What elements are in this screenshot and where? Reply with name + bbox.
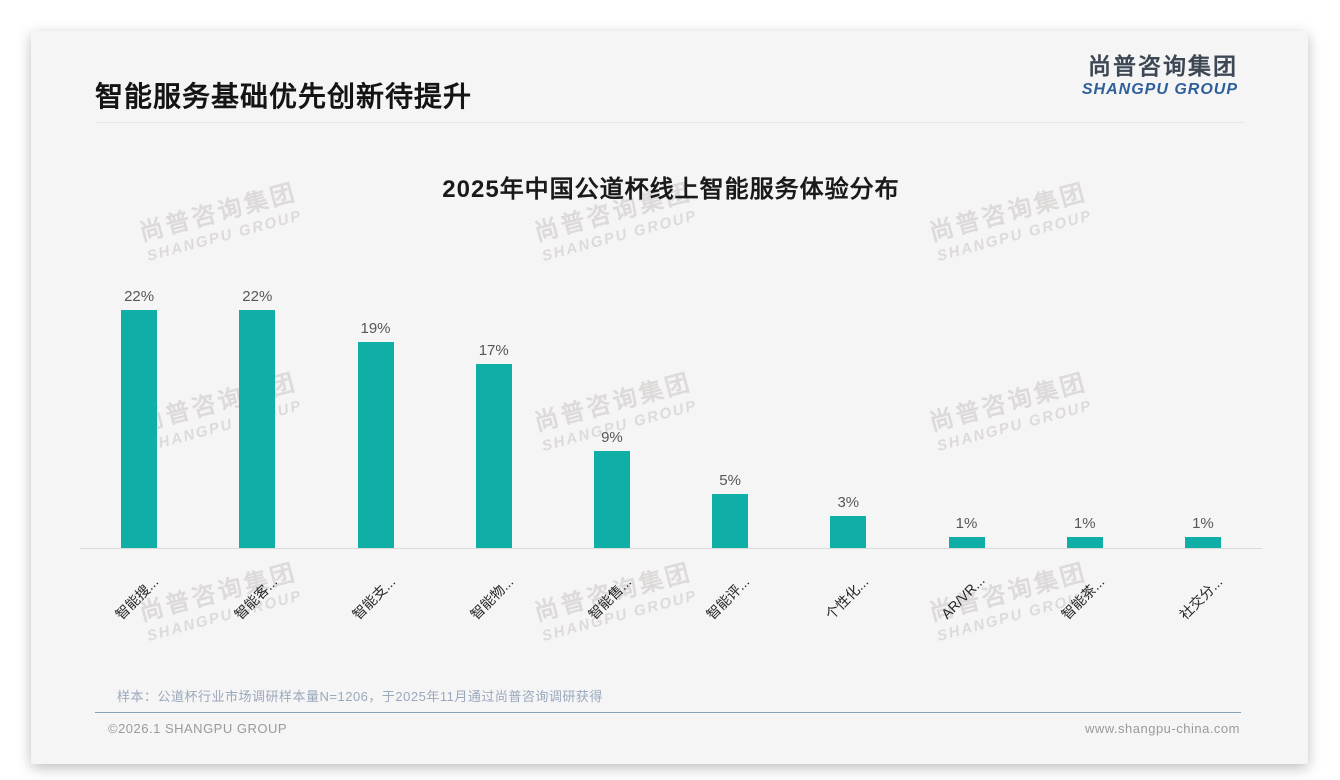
bar bbox=[712, 493, 749, 548]
x-axis-label: 智能搜... bbox=[112, 573, 162, 623]
watermark: 尚普咨询集团 SHANGPU GROUP bbox=[123, 555, 319, 649]
bar-value-label: 9% bbox=[601, 428, 623, 446]
bar-value-label: 3% bbox=[837, 493, 860, 511]
watermark-text-en: SHANGPU GROUP bbox=[935, 206, 1095, 265]
bar-group: 17% bbox=[435, 280, 553, 548]
bar-group: 5% bbox=[671, 280, 789, 548]
bar-value-label: 19% bbox=[360, 320, 391, 338]
bar bbox=[475, 364, 512, 548]
logo-text-cn: 尚普咨询集团 bbox=[1088, 53, 1238, 79]
bar-value-label: 22% bbox=[124, 287, 155, 305]
bar bbox=[593, 450, 630, 548]
sample-footnote: 样本：公道杯行业市场调研样本量N=1206，于2025年11月通过尚普咨询调研获… bbox=[117, 689, 603, 704]
bar-value-label: 17% bbox=[478, 342, 509, 360]
bar-group: 22% bbox=[80, 280, 198, 548]
x-axis-line bbox=[80, 548, 1262, 549]
logo-text-en: SHANGPU GROUP bbox=[1081, 80, 1238, 98]
bar-group: 1% bbox=[1026, 280, 1144, 548]
bar-value-label: 5% bbox=[719, 471, 741, 489]
footer-divider bbox=[95, 712, 1241, 713]
company-logo: 尚普咨询集团 SHANGPU GROUP bbox=[1082, 53, 1238, 98]
x-axis-label: 智能物... bbox=[467, 573, 517, 623]
x-axis-label: 智能评... bbox=[703, 573, 753, 623]
plot-area: 22% 22% 19% 17% 9% 5% 3% 1% 1% 1% bbox=[80, 280, 1262, 548]
bar-group: 1% bbox=[1144, 280, 1262, 548]
x-axis-label: 智能售... bbox=[585, 573, 635, 623]
bar-group: 19% bbox=[316, 280, 434, 548]
bar bbox=[239, 309, 276, 548]
x-axis-label: 智能支... bbox=[348, 573, 399, 623]
bar bbox=[121, 309, 158, 548]
bar-value-label: 1% bbox=[1073, 515, 1096, 533]
x-axis-label: 智能茶... bbox=[1058, 573, 1108, 623]
bar-group: 22% bbox=[198, 280, 316, 548]
bar-value-label: 1% bbox=[955, 515, 978, 533]
bar bbox=[357, 342, 394, 548]
watermark-text-en: SHANGPU GROUP bbox=[540, 206, 700, 265]
footer-copyright: ©2026.1 SHANGPU GROUP bbox=[108, 721, 288, 736]
bar bbox=[1066, 537, 1103, 548]
x-axis-label: 智能客... bbox=[230, 573, 281, 623]
chart-title: 2025年中国公道杯线上智能服务体验分布 bbox=[442, 176, 900, 203]
bar bbox=[830, 515, 867, 548]
bar-value-label: 1% bbox=[1192, 515, 1214, 533]
footer-website: www.shangpu-china.com bbox=[1084, 721, 1240, 736]
x-axis-label: AR/VR... bbox=[937, 572, 988, 622]
bar-group: 3% bbox=[789, 280, 907, 548]
x-axis-label: 社交分... bbox=[1176, 573, 1226, 623]
watermark-text-en: SHANGPU GROUP bbox=[145, 586, 305, 645]
bar bbox=[948, 537, 985, 548]
page-title: 智能服务基础优先创新待提升 bbox=[95, 81, 473, 112]
bar-group: 9% bbox=[553, 280, 671, 548]
bar bbox=[1184, 537, 1221, 548]
bar-group: 1% bbox=[907, 280, 1025, 548]
slide: 智能服务基础优先创新待提升 尚普咨询集团 SHANGPU GROUP 尚普咨询集… bbox=[31, 31, 1308, 764]
bar-value-label: 22% bbox=[242, 287, 273, 305]
header-divider bbox=[95, 122, 1245, 123]
watermark-text-en: SHANGPU GROUP bbox=[145, 206, 305, 265]
x-axis-label: 个性化... bbox=[821, 573, 872, 623]
